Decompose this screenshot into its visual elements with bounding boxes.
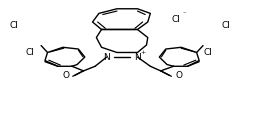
Text: Cl: Cl xyxy=(222,21,231,30)
Text: N: N xyxy=(103,53,110,61)
Text: Cl: Cl xyxy=(10,21,19,30)
Text: +: + xyxy=(141,49,146,54)
Text: N: N xyxy=(134,53,141,61)
Text: ⁻: ⁻ xyxy=(182,11,186,17)
Text: O: O xyxy=(175,70,182,79)
Text: Cl: Cl xyxy=(172,15,180,24)
Text: Cl: Cl xyxy=(204,47,213,56)
Text: Cl: Cl xyxy=(25,47,34,56)
Text: O: O xyxy=(62,70,69,79)
